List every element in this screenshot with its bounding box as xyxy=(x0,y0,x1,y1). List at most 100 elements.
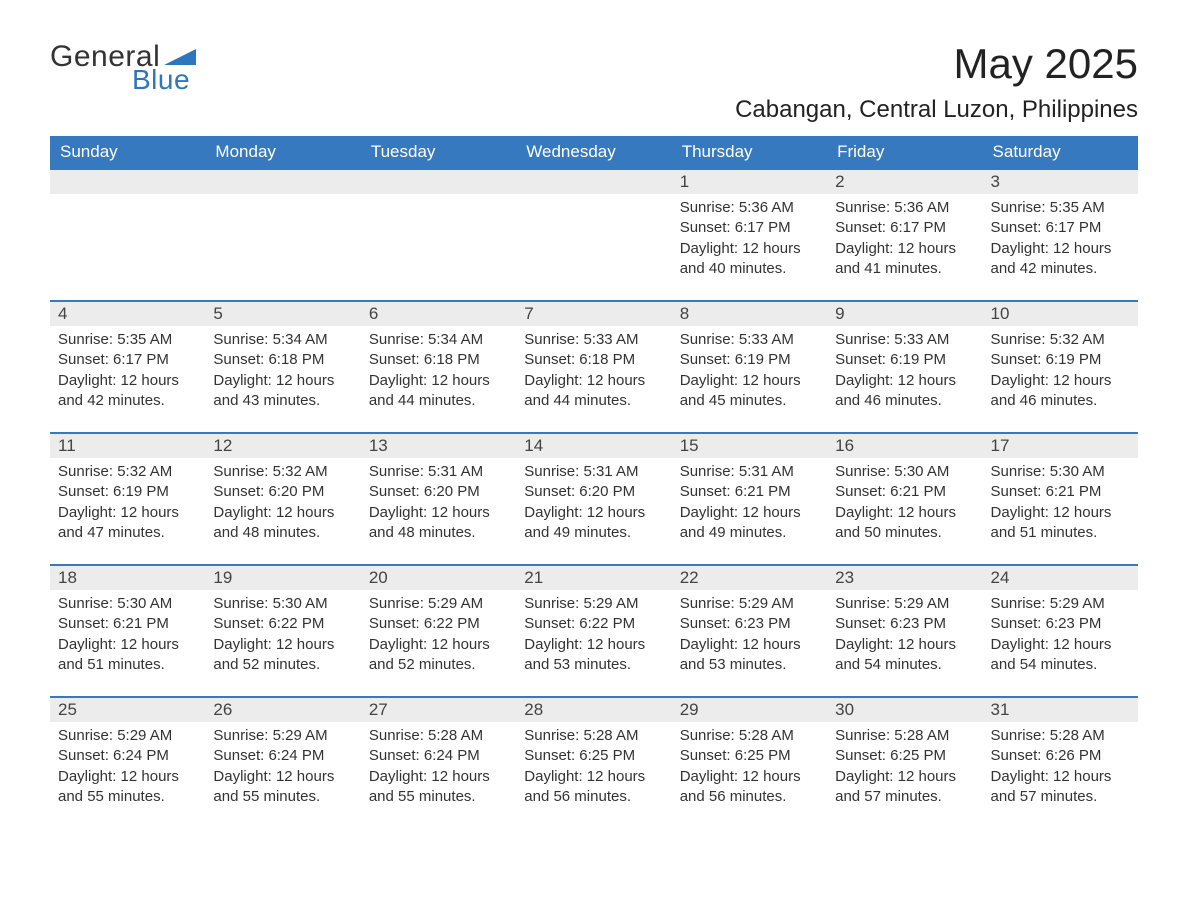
day-sunrise: Sunrise: 5:32 AM xyxy=(991,330,1130,350)
day-details: Sunrise: 5:32 AMSunset: 6:20 PMDaylight:… xyxy=(205,458,360,551)
day-daylight-line2: and 56 minutes. xyxy=(524,787,663,807)
day-sunrise: Sunrise: 5:29 AM xyxy=(58,726,197,746)
day-daylight-line2: and 55 minutes. xyxy=(369,787,508,807)
day-number: 21 xyxy=(516,566,671,590)
day-number: 3 xyxy=(983,170,1138,194)
day-sunset: Sunset: 6:21 PM xyxy=(680,482,819,502)
day-daylight-line1: Daylight: 12 hours xyxy=(58,767,197,787)
weekday-header: Tuesday xyxy=(361,136,516,169)
day-sunset: Sunset: 6:21 PM xyxy=(58,614,197,634)
day-sunrise: Sunrise: 5:36 AM xyxy=(680,198,819,218)
day-sunset: Sunset: 6:20 PM xyxy=(524,482,663,502)
day-sunset: Sunset: 6:23 PM xyxy=(835,614,974,634)
day-details: Sunrise: 5:33 AMSunset: 6:19 PMDaylight:… xyxy=(827,326,982,419)
day-daylight-line2: and 42 minutes. xyxy=(991,259,1130,279)
day-daylight-line2: and 45 minutes. xyxy=(680,391,819,411)
day-sunrise: Sunrise: 5:28 AM xyxy=(524,726,663,746)
day-sunrise: Sunrise: 5:31 AM xyxy=(369,462,508,482)
calendar-day-cell: 30Sunrise: 5:28 AMSunset: 6:25 PMDayligh… xyxy=(827,697,982,829)
day-details: Sunrise: 5:35 AMSunset: 6:17 PMDaylight:… xyxy=(50,326,205,419)
day-daylight-line1: Daylight: 12 hours xyxy=(991,767,1130,787)
day-details: Sunrise: 5:29 AMSunset: 6:22 PMDaylight:… xyxy=(516,590,671,683)
calendar-day-cell: 6Sunrise: 5:34 AMSunset: 6:18 PMDaylight… xyxy=(361,301,516,433)
calendar-day-cell: 1Sunrise: 5:36 AMSunset: 6:17 PMDaylight… xyxy=(672,169,827,301)
day-daylight-line1: Daylight: 12 hours xyxy=(991,503,1130,523)
day-sunset: Sunset: 6:20 PM xyxy=(213,482,352,502)
day-daylight-line2: and 53 minutes. xyxy=(524,655,663,675)
day-sunrise: Sunrise: 5:31 AM xyxy=(524,462,663,482)
calendar-day-cell: 28Sunrise: 5:28 AMSunset: 6:25 PMDayligh… xyxy=(516,697,671,829)
day-details: Sunrise: 5:31 AMSunset: 6:20 PMDaylight:… xyxy=(516,458,671,551)
day-daylight-line1: Daylight: 12 hours xyxy=(680,635,819,655)
day-sunset: Sunset: 6:19 PM xyxy=(835,350,974,370)
day-daylight-line2: and 57 minutes. xyxy=(835,787,974,807)
day-daylight-line1: Daylight: 12 hours xyxy=(680,239,819,259)
day-number: 2 xyxy=(827,170,982,194)
calendar-day-cell: 3Sunrise: 5:35 AMSunset: 6:17 PMDaylight… xyxy=(983,169,1138,301)
day-details: Sunrise: 5:35 AMSunset: 6:17 PMDaylight:… xyxy=(983,194,1138,287)
day-sunset: Sunset: 6:17 PM xyxy=(991,218,1130,238)
calendar-day-cell: 10Sunrise: 5:32 AMSunset: 6:19 PMDayligh… xyxy=(983,301,1138,433)
day-number: 18 xyxy=(50,566,205,590)
day-sunrise: Sunrise: 5:34 AM xyxy=(213,330,352,350)
calendar-head: SundayMondayTuesdayWednesdayThursdayFrid… xyxy=(50,136,1138,169)
calendar-day-cell: 19Sunrise: 5:30 AMSunset: 6:22 PMDayligh… xyxy=(205,565,360,697)
day-daylight-line2: and 44 minutes. xyxy=(524,391,663,411)
day-sunset: Sunset: 6:21 PM xyxy=(835,482,974,502)
day-sunrise: Sunrise: 5:33 AM xyxy=(835,330,974,350)
day-sunrise: Sunrise: 5:29 AM xyxy=(680,594,819,614)
day-details: Sunrise: 5:28 AMSunset: 6:26 PMDaylight:… xyxy=(983,722,1138,815)
day-sunset: Sunset: 6:24 PM xyxy=(213,746,352,766)
day-number-bar-empty xyxy=(516,170,671,194)
day-details: Sunrise: 5:30 AMSunset: 6:21 PMDaylight:… xyxy=(983,458,1138,551)
day-details: Sunrise: 5:28 AMSunset: 6:25 PMDaylight:… xyxy=(516,722,671,815)
day-daylight-line1: Daylight: 12 hours xyxy=(680,767,819,787)
day-details: Sunrise: 5:30 AMSunset: 6:22 PMDaylight:… xyxy=(205,590,360,683)
calendar-day-cell: 16Sunrise: 5:30 AMSunset: 6:21 PMDayligh… xyxy=(827,433,982,565)
day-sunset: Sunset: 6:23 PM xyxy=(680,614,819,634)
day-daylight-line1: Daylight: 12 hours xyxy=(369,371,508,391)
day-daylight-line1: Daylight: 12 hours xyxy=(369,635,508,655)
day-details: Sunrise: 5:28 AMSunset: 6:25 PMDaylight:… xyxy=(827,722,982,815)
day-details: Sunrise: 5:32 AMSunset: 6:19 PMDaylight:… xyxy=(983,326,1138,419)
day-number: 30 xyxy=(827,698,982,722)
calendar-day-cell: 11Sunrise: 5:32 AMSunset: 6:19 PMDayligh… xyxy=(50,433,205,565)
day-number: 11 xyxy=(50,434,205,458)
day-number: 25 xyxy=(50,698,205,722)
day-number: 7 xyxy=(516,302,671,326)
day-sunrise: Sunrise: 5:29 AM xyxy=(835,594,974,614)
day-daylight-line2: and 52 minutes. xyxy=(213,655,352,675)
day-daylight-line2: and 57 minutes. xyxy=(991,787,1130,807)
day-daylight-line2: and 48 minutes. xyxy=(213,523,352,543)
day-sunset: Sunset: 6:19 PM xyxy=(680,350,819,370)
day-daylight-line2: and 51 minutes. xyxy=(58,655,197,675)
location-subtitle: Cabangan, Central Luzon, Philippines xyxy=(735,96,1138,124)
day-daylight-line1: Daylight: 12 hours xyxy=(369,767,508,787)
day-sunrise: Sunrise: 5:29 AM xyxy=(524,594,663,614)
day-daylight-line2: and 40 minutes. xyxy=(680,259,819,279)
day-details: Sunrise: 5:36 AMSunset: 6:17 PMDaylight:… xyxy=(827,194,982,287)
day-number: 17 xyxy=(983,434,1138,458)
calendar-day-cell: 5Sunrise: 5:34 AMSunset: 6:18 PMDaylight… xyxy=(205,301,360,433)
calendar-day-cell: 20Sunrise: 5:29 AMSunset: 6:22 PMDayligh… xyxy=(361,565,516,697)
day-details: Sunrise: 5:29 AMSunset: 6:23 PMDaylight:… xyxy=(672,590,827,683)
day-sunrise: Sunrise: 5:30 AM xyxy=(213,594,352,614)
day-number: 10 xyxy=(983,302,1138,326)
day-sunrise: Sunrise: 5:33 AM xyxy=(680,330,819,350)
day-sunset: Sunset: 6:25 PM xyxy=(835,746,974,766)
day-sunrise: Sunrise: 5:35 AM xyxy=(58,330,197,350)
day-sunset: Sunset: 6:22 PM xyxy=(213,614,352,634)
day-sunset: Sunset: 6:22 PM xyxy=(524,614,663,634)
day-number: 14 xyxy=(516,434,671,458)
day-number: 1 xyxy=(672,170,827,194)
day-details: Sunrise: 5:31 AMSunset: 6:20 PMDaylight:… xyxy=(361,458,516,551)
day-details: Sunrise: 5:28 AMSunset: 6:25 PMDaylight:… xyxy=(672,722,827,815)
calendar-day-cell: 17Sunrise: 5:30 AMSunset: 6:21 PMDayligh… xyxy=(983,433,1138,565)
day-sunrise: Sunrise: 5:29 AM xyxy=(991,594,1130,614)
day-number: 16 xyxy=(827,434,982,458)
day-daylight-line2: and 49 minutes. xyxy=(524,523,663,543)
day-daylight-line1: Daylight: 12 hours xyxy=(835,371,974,391)
day-sunrise: Sunrise: 5:28 AM xyxy=(991,726,1130,746)
day-sunset: Sunset: 6:18 PM xyxy=(213,350,352,370)
day-number: 22 xyxy=(672,566,827,590)
